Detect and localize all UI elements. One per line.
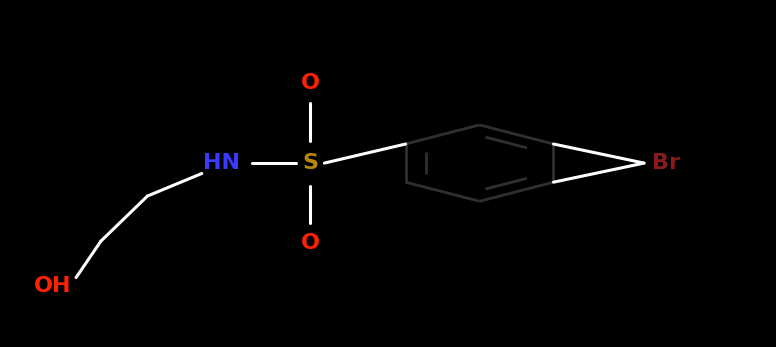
Text: HN: HN bbox=[203, 153, 240, 173]
Text: Br: Br bbox=[652, 153, 680, 173]
Text: O: O bbox=[301, 233, 320, 253]
Text: OH: OH bbox=[34, 276, 71, 296]
Text: S: S bbox=[303, 153, 318, 173]
Text: O: O bbox=[301, 73, 320, 93]
